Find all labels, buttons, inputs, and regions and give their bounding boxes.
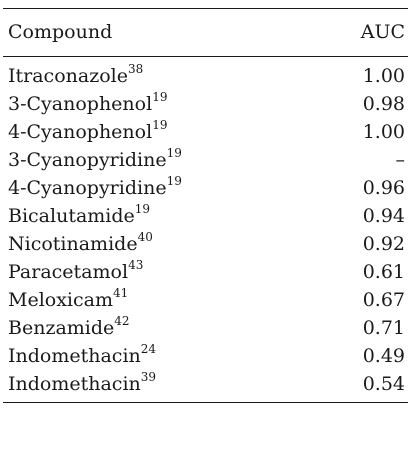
reference-superscript: 24 [140,341,157,356]
reference-superscript: 38 [127,61,144,76]
table-header-rule [3,56,408,57]
compound-name: 3-Cyanophenol [8,93,153,115]
reference-superscript: 19 [166,145,182,160]
table-row: Meloxicam41 0.67 [0,286,413,314]
compound-cell: 3-Cyanophenol19 [8,90,167,118]
table-row: Bicalutamide19 0.94 [0,202,413,230]
auc-value: 0.61 [362,261,405,283]
compound-cell: Bicalutamide19 [8,202,150,230]
table-row: 4-Cyanopyridine19 0.96 [0,174,413,202]
auc-value: 0.94 [362,205,405,227]
table-bottom-rule [3,402,408,403]
compound-cell: Nicotinamide40 [8,230,153,258]
reference-superscript: 19 [166,173,182,188]
reference-superscript: 39 [140,369,157,384]
compound-name: Meloxicam [8,289,113,311]
compound-name: 3-Cyanopyridine [8,149,167,171]
table-body: Itraconazole38 1.00 3-Cyanophenol19 0.98 4-C… [0,57,413,402]
reference-superscript: 40 [137,229,153,244]
auc-value: 0.54 [362,373,405,395]
table-row: 4-Cyanophenol19 1.00 [0,118,413,146]
table-row: 3-Cyanophenol19 0.98 [0,90,413,118]
compound-name: Paracetamol [8,261,129,283]
table-row: Paracetamol43 0.61 [0,258,413,286]
table-row: Indomethacin39 0.54 [0,370,413,398]
table-row: Indomethacin24 0.49 [0,342,413,370]
table-row: Benzamide42 0.71 [0,314,413,342]
reference-superscript: 19 [152,117,168,132]
reference-superscript: 19 [134,201,151,216]
compound-name: Benzamide [8,317,115,339]
table-header-row: Compound AUC [0,9,413,56]
compound-name: 4-Cyanopyridine [8,177,167,199]
compound-cell: 3-Cyanopyridine19 [8,146,182,174]
compound-cell: Paracetamol43 [8,258,143,286]
auc-value: – [395,149,406,171]
header-auc: AUC [360,21,405,43]
auc-value: 0.96 [362,177,405,199]
auc-value: 0.92 [362,233,405,255]
compound-cell: Indomethacin24 [8,342,156,370]
compound-cell: 4-Cyanopyridine19 [8,174,182,202]
compound-name: Itraconazole [8,65,128,87]
compound-name: 4-Cyanophenol [8,121,153,143]
auc-value: 0.67 [362,289,405,311]
reference-superscript: 19 [152,89,168,104]
reference-superscript: 43 [128,257,144,272]
reference-superscript: 41 [113,285,129,300]
auc-value: 1.00 [362,65,405,87]
auc-value: 0.49 [362,345,405,367]
table-row: Nicotinamide40 0.92 [0,230,413,258]
auc-value: 0.71 [362,317,405,339]
header-compound: Compound [8,21,113,43]
compound-cell: Meloxicam41 [8,286,128,314]
compound-name: Indomethacin [8,345,141,367]
compound-name: Nicotinamide [8,233,138,255]
compound-cell: Indomethacin39 [8,370,156,398]
auc-value: 0.98 [362,93,405,115]
auc-table: Compound AUC Itraconazole38 1.00 3-Cyanoph… [0,8,413,403]
reference-superscript: 42 [114,313,130,328]
compound-cell: Benzamide42 [8,314,130,342]
table-top-rule [3,8,408,9]
auc-value: 1.00 [362,121,405,143]
compound-cell: Itraconazole38 [8,62,143,90]
compound-cell: 4-Cyanophenol19 [8,118,167,146]
table-row: 3-Cyanopyridine19 – [0,146,413,174]
compound-name: Bicalutamide [8,205,135,227]
table-row: Itraconazole38 1.00 [0,62,413,90]
compound-name: Indomethacin [8,373,141,395]
